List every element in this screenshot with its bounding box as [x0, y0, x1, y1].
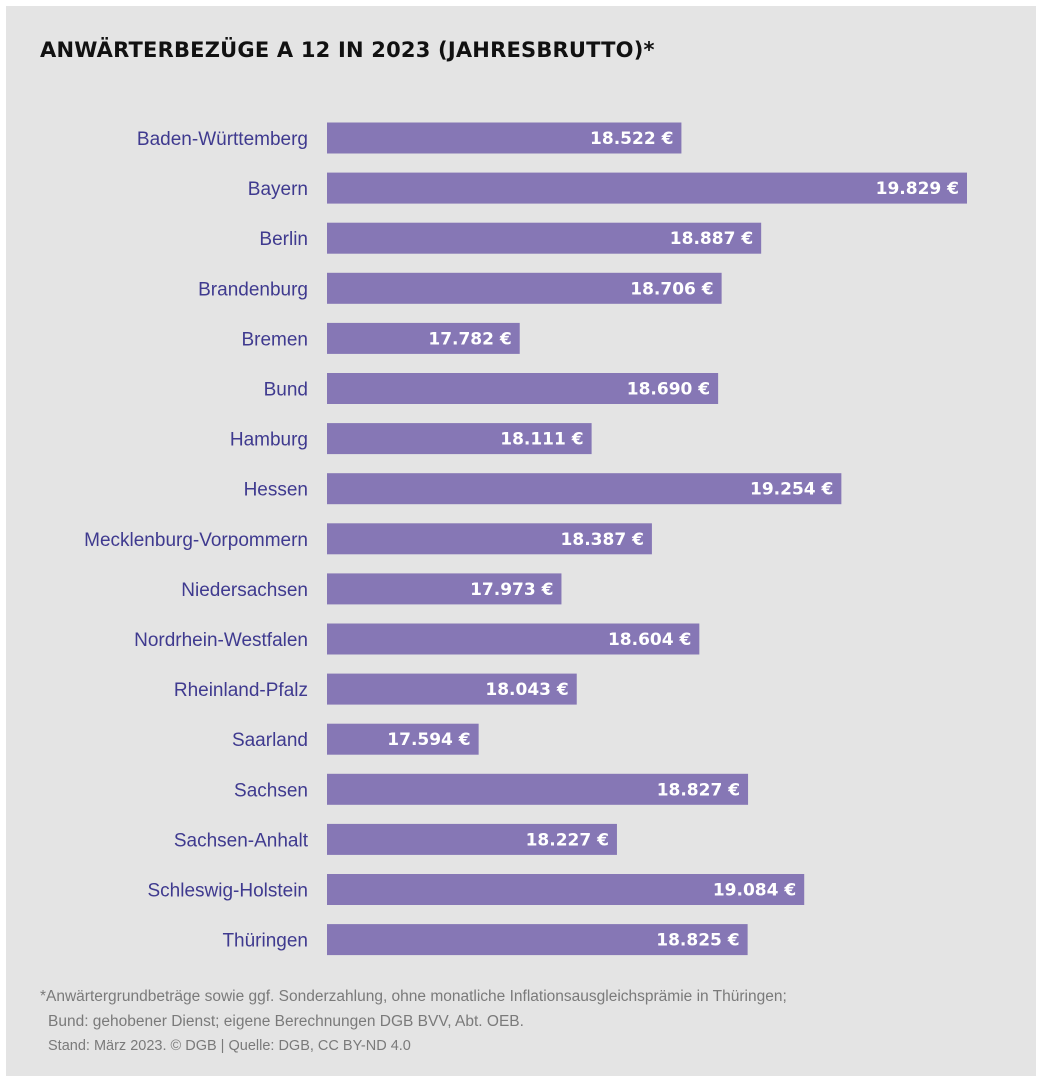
footnote-source: Stand: März 2023. © DGB | Quelle: DGB, C…: [48, 1038, 411, 1054]
value-label: 18.111 €: [500, 430, 583, 450]
category-label: Baden-Württemberg: [137, 129, 308, 150]
bar: [327, 473, 842, 505]
bar: [327, 222, 762, 254]
bar: [327, 322, 520, 354]
category-label: Saarland: [232, 730, 308, 751]
value-label: 17.594 €: [387, 730, 470, 750]
bar: [327, 723, 479, 755]
value-label: 18.227 €: [526, 830, 609, 850]
value-label: 18.604 €: [608, 630, 691, 650]
value-label: 18.887 €: [670, 229, 753, 249]
category-label: Sachsen-Anhalt: [174, 830, 309, 851]
category-label: Brandenburg: [198, 279, 308, 300]
category-label: Thüringen: [222, 931, 308, 952]
bar: [327, 924, 748, 956]
bar: [327, 272, 722, 304]
footnote: *Anwärtergrundbeträge sowie ggf. Sonderz…: [40, 984, 1020, 1059]
bar: [327, 623, 700, 655]
value-label: 18.387 €: [561, 530, 644, 550]
value-label: 17.782 €: [428, 329, 511, 349]
value-label: 18.825 €: [656, 931, 739, 951]
bar: [327, 523, 652, 555]
category-label: Hamburg: [230, 430, 308, 451]
footnote-line-2: Bund: gehobener Dienst; eigene Berechnun…: [48, 1013, 524, 1030]
category-label: Bund: [264, 380, 308, 401]
bar: [327, 874, 805, 905]
bar: [327, 773, 749, 805]
value-label: 18.706 €: [630, 279, 713, 299]
category-label: Mecklenburg-Vorpommern: [84, 530, 308, 551]
category-label: Niedersachsen: [181, 580, 308, 601]
category-label: Berlin: [259, 229, 308, 250]
value-label: 19.084 €: [713, 881, 796, 901]
bar: [327, 122, 682, 154]
category-label: Hessen: [244, 480, 308, 501]
footnote-line-1: *Anwärtergrundbeträge sowie ggf. Sonderz…: [40, 988, 787, 1005]
value-label: 17.973 €: [470, 580, 553, 600]
value-label: 19.254 €: [750, 480, 833, 500]
bar: [327, 823, 617, 855]
bar: [327, 373, 719, 404]
value-label: 18.827 €: [657, 780, 740, 800]
bar: [327, 673, 577, 705]
value-label: 18.522 €: [590, 129, 673, 149]
category-label: Nordrhein-Westfalen: [134, 630, 308, 651]
bar: [327, 423, 592, 455]
chart-title: ANWÄRTERBEZÜGE A 12 IN 2023 (JAHRESBRUTT…: [40, 38, 655, 62]
value-label: 19.829 €: [876, 179, 959, 199]
category-label: Bremen: [241, 329, 308, 350]
bar: [327, 573, 562, 605]
value-label: 18.690 €: [627, 380, 710, 400]
category-label: Sachsen: [234, 780, 308, 801]
bar: [327, 172, 967, 204]
category-label: Rheinland-Pfalz: [174, 680, 308, 701]
category-label: Bayern: [248, 179, 308, 200]
category-label: Schleswig-Holstein: [147, 881, 308, 902]
value-label: 18.043 €: [485, 680, 568, 700]
